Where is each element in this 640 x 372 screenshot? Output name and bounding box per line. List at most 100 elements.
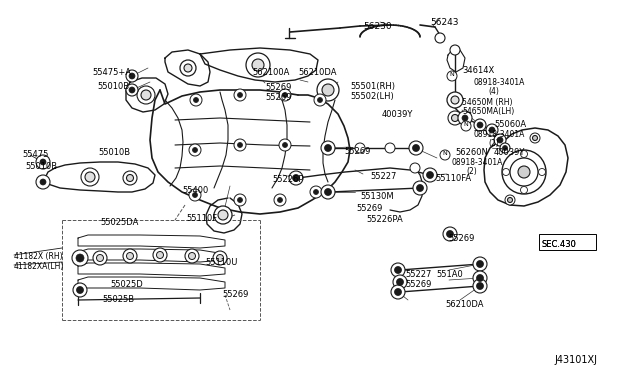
- Circle shape: [461, 121, 471, 131]
- Text: 55226P: 55226P: [272, 175, 303, 184]
- Circle shape: [73, 283, 87, 297]
- Text: 562100A: 562100A: [252, 68, 289, 77]
- Text: 55025D: 55025D: [110, 280, 143, 289]
- Text: 40039Y: 40039Y: [382, 110, 413, 119]
- Circle shape: [126, 70, 138, 82]
- Text: 55502(LH): 55502(LH): [350, 92, 394, 101]
- Text: 56230: 56230: [363, 22, 392, 31]
- Text: 55110F: 55110F: [186, 214, 217, 223]
- Circle shape: [508, 198, 513, 202]
- Text: (4): (4): [488, 87, 499, 96]
- Text: 08918-3401A: 08918-3401A: [473, 78, 524, 87]
- Text: 55501(RH): 55501(RH): [350, 82, 395, 91]
- Circle shape: [40, 179, 46, 185]
- Circle shape: [321, 141, 335, 155]
- Circle shape: [321, 185, 335, 199]
- Text: 55475: 55475: [22, 150, 49, 159]
- Circle shape: [234, 89, 246, 101]
- Circle shape: [520, 151, 527, 157]
- Circle shape: [410, 163, 420, 173]
- Text: 55110U: 55110U: [205, 258, 237, 267]
- Circle shape: [443, 227, 457, 241]
- Text: 54650MA(LH): 54650MA(LH): [462, 107, 515, 116]
- Circle shape: [190, 94, 202, 106]
- Text: N: N: [449, 72, 454, 77]
- Circle shape: [189, 189, 201, 201]
- Circle shape: [394, 289, 401, 295]
- Circle shape: [237, 93, 243, 97]
- Circle shape: [500, 143, 510, 153]
- Text: SEC.430: SEC.430: [542, 240, 577, 249]
- Text: SEC.430: SEC.430: [542, 240, 577, 249]
- Text: 55010B: 55010B: [97, 82, 129, 91]
- Circle shape: [497, 137, 503, 143]
- Circle shape: [520, 186, 527, 193]
- Circle shape: [193, 148, 198, 153]
- Text: N: N: [463, 122, 468, 127]
- Circle shape: [36, 175, 50, 189]
- Circle shape: [477, 122, 483, 128]
- Circle shape: [494, 134, 506, 146]
- Circle shape: [72, 250, 88, 266]
- Text: 08918-3401A: 08918-3401A: [473, 130, 524, 139]
- Text: N: N: [442, 151, 447, 156]
- Text: 55269: 55269: [265, 83, 291, 92]
- Circle shape: [440, 150, 450, 160]
- Text: 55269: 55269: [344, 147, 371, 156]
- Circle shape: [447, 71, 457, 81]
- Text: 55010B: 55010B: [25, 162, 57, 171]
- Circle shape: [193, 97, 198, 103]
- Text: 55475+A: 55475+A: [92, 68, 131, 77]
- Circle shape: [326, 145, 330, 151]
- Circle shape: [502, 145, 508, 151]
- Text: 56210DA: 56210DA: [445, 300, 483, 309]
- Text: 55269: 55269: [222, 290, 248, 299]
- Circle shape: [237, 142, 243, 148]
- Circle shape: [324, 189, 332, 196]
- Circle shape: [218, 210, 228, 220]
- Circle shape: [279, 89, 291, 101]
- Text: (2): (2): [466, 167, 477, 176]
- Text: 55025DA: 55025DA: [100, 218, 138, 227]
- Circle shape: [317, 97, 323, 103]
- Circle shape: [458, 111, 472, 125]
- Circle shape: [489, 127, 495, 133]
- Circle shape: [246, 53, 270, 77]
- Circle shape: [462, 115, 468, 121]
- Text: 55025B: 55025B: [102, 295, 134, 304]
- Circle shape: [252, 59, 264, 71]
- Text: 55010B: 55010B: [98, 148, 130, 157]
- Text: 08918-3401A: 08918-3401A: [452, 158, 504, 167]
- Circle shape: [477, 260, 483, 267]
- Circle shape: [129, 73, 135, 79]
- Circle shape: [385, 143, 395, 153]
- Text: 551A0: 551A0: [436, 270, 463, 279]
- Circle shape: [214, 206, 232, 224]
- Text: 55130M: 55130M: [360, 192, 394, 201]
- Circle shape: [97, 254, 104, 262]
- Circle shape: [391, 263, 405, 277]
- FancyBboxPatch shape: [539, 234, 596, 250]
- Text: (2): (2): [488, 139, 499, 148]
- Circle shape: [310, 186, 322, 198]
- Text: 54650M (RH): 54650M (RH): [462, 98, 513, 107]
- Circle shape: [278, 198, 282, 202]
- Text: 55269: 55269: [356, 204, 382, 213]
- Circle shape: [123, 171, 137, 185]
- Circle shape: [426, 171, 433, 179]
- Circle shape: [502, 169, 509, 176]
- Text: 55269: 55269: [265, 93, 291, 102]
- Circle shape: [213, 251, 227, 265]
- Circle shape: [474, 119, 486, 131]
- Text: 34614X: 34614X: [462, 66, 494, 75]
- Text: 55269: 55269: [448, 234, 474, 243]
- Text: 55227: 55227: [405, 270, 431, 279]
- Text: 56243: 56243: [430, 18, 458, 27]
- Circle shape: [324, 144, 332, 151]
- Circle shape: [473, 279, 487, 293]
- Circle shape: [486, 124, 498, 136]
- Circle shape: [510, 158, 538, 186]
- Circle shape: [237, 198, 243, 202]
- Circle shape: [477, 275, 483, 282]
- Circle shape: [189, 253, 195, 260]
